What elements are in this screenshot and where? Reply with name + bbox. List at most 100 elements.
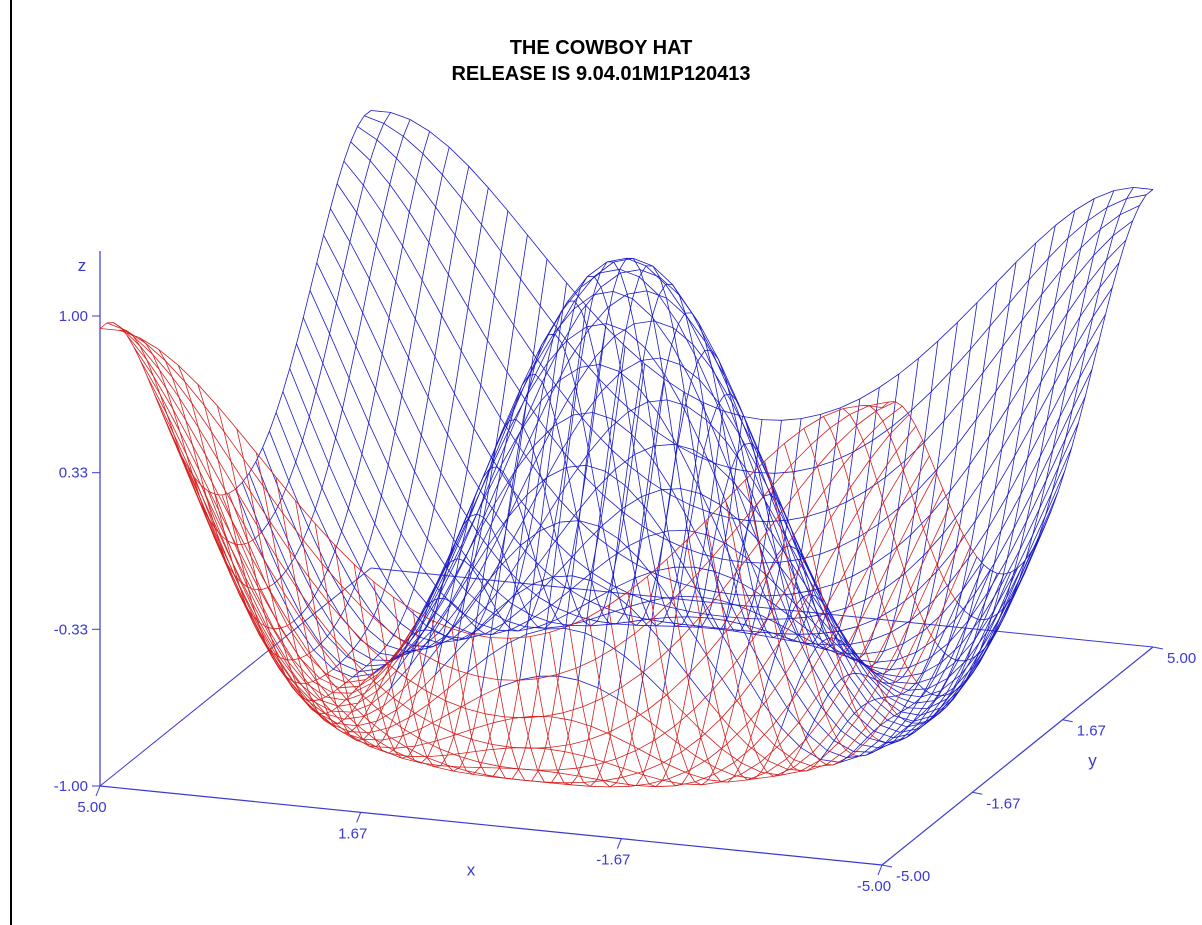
mesh-line (569, 739, 590, 745)
mesh-line (705, 500, 726, 521)
mesh-line (860, 706, 881, 726)
mesh-line (341, 508, 349, 532)
mesh-line (688, 587, 697, 612)
mesh-line (889, 489, 911, 526)
mesh-line (460, 469, 468, 507)
mesh-line (320, 643, 341, 664)
mesh-line (602, 508, 623, 526)
mesh-line (339, 685, 359, 689)
mesh-line (497, 679, 518, 681)
mesh-line (751, 486, 772, 511)
mesh-line (350, 725, 358, 733)
mesh-line (577, 755, 585, 777)
mesh-line (860, 737, 868, 745)
mesh-line (315, 614, 323, 650)
mesh-line (272, 652, 293, 682)
mesh-line (557, 586, 566, 609)
mesh-line (356, 212, 377, 246)
mesh-line (634, 633, 642, 674)
mesh-line (568, 625, 577, 669)
mesh-line (781, 617, 790, 636)
mesh-line (192, 476, 214, 521)
mesh-line (811, 632, 819, 646)
mesh-line (553, 308, 575, 333)
mesh-line (329, 303, 337, 334)
mesh-line (471, 622, 479, 630)
mesh-line (474, 612, 495, 633)
mesh-line (840, 721, 848, 731)
mesh-line (902, 469, 911, 490)
mesh-line (221, 492, 229, 496)
mesh-line (586, 294, 594, 327)
mesh-line (300, 614, 321, 645)
mesh-line (602, 780, 611, 788)
mesh-line (1015, 320, 1023, 363)
mesh-line (585, 412, 593, 466)
mesh-line (400, 726, 421, 740)
mesh-line (748, 641, 769, 679)
mesh-line (960, 618, 982, 645)
mesh-line (240, 581, 261, 624)
mesh-line (824, 573, 845, 609)
mesh-line (836, 425, 857, 445)
mesh-line (588, 428, 609, 453)
mesh-line (741, 669, 763, 702)
mesh-line (321, 563, 342, 586)
mesh-line (1005, 598, 1013, 615)
mesh-line (713, 688, 721, 720)
mesh-line (985, 635, 994, 651)
mesh-line (238, 584, 247, 606)
mesh-line (815, 595, 824, 603)
mesh-line (1064, 447, 1073, 471)
mesh-line (263, 559, 272, 593)
mesh-line (531, 596, 539, 616)
mesh-line (317, 711, 325, 721)
mesh-line (978, 650, 987, 664)
mesh-line (119, 326, 128, 336)
mesh-line (752, 589, 761, 615)
mesh-line (145, 343, 166, 362)
mesh-line (1113, 187, 1134, 191)
mesh-line (417, 609, 425, 621)
mesh-line (848, 647, 870, 677)
mesh-line (605, 326, 626, 347)
mesh-line (621, 508, 630, 546)
mesh-line (225, 537, 233, 563)
mesh-line (779, 624, 799, 636)
mesh-line (504, 716, 525, 719)
mesh-line (341, 585, 349, 626)
mesh-line (900, 711, 921, 716)
mesh-line (761, 677, 769, 702)
mesh-line (577, 632, 586, 681)
mesh-line (781, 418, 802, 421)
mesh-line (773, 637, 793, 642)
mesh-line (729, 453, 738, 472)
mesh-line (664, 344, 672, 375)
mesh-line (655, 625, 676, 627)
mesh-line (633, 258, 653, 267)
mesh-line (403, 136, 424, 154)
mesh-line (427, 741, 436, 757)
mesh-line (478, 612, 499, 630)
mesh-line (277, 621, 285, 649)
mesh-line (644, 363, 665, 380)
mesh-line (439, 748, 460, 757)
mesh-line (493, 565, 502, 613)
mesh-line (146, 359, 154, 377)
mesh-line (970, 570, 991, 617)
mesh-line (878, 715, 900, 741)
mesh-line (765, 574, 786, 595)
mesh-line (479, 767, 500, 769)
mesh-line (1017, 561, 1025, 569)
mesh-line (438, 607, 459, 634)
mesh-line (481, 464, 502, 504)
mesh-line (551, 538, 572, 558)
mesh-line (691, 312, 700, 324)
mesh-line (452, 611, 460, 627)
mesh-line (597, 496, 606, 538)
mesh-line (317, 711, 338, 730)
mesh-line (357, 720, 377, 727)
mesh-line (360, 628, 368, 640)
mesh-line (550, 744, 571, 748)
mesh-line (414, 728, 423, 747)
